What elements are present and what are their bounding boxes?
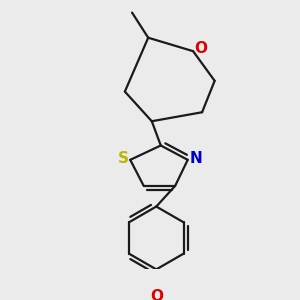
Text: N: N [189,151,202,166]
Text: S: S [118,151,129,166]
Text: O: O [194,41,207,56]
Text: O: O [150,289,163,300]
